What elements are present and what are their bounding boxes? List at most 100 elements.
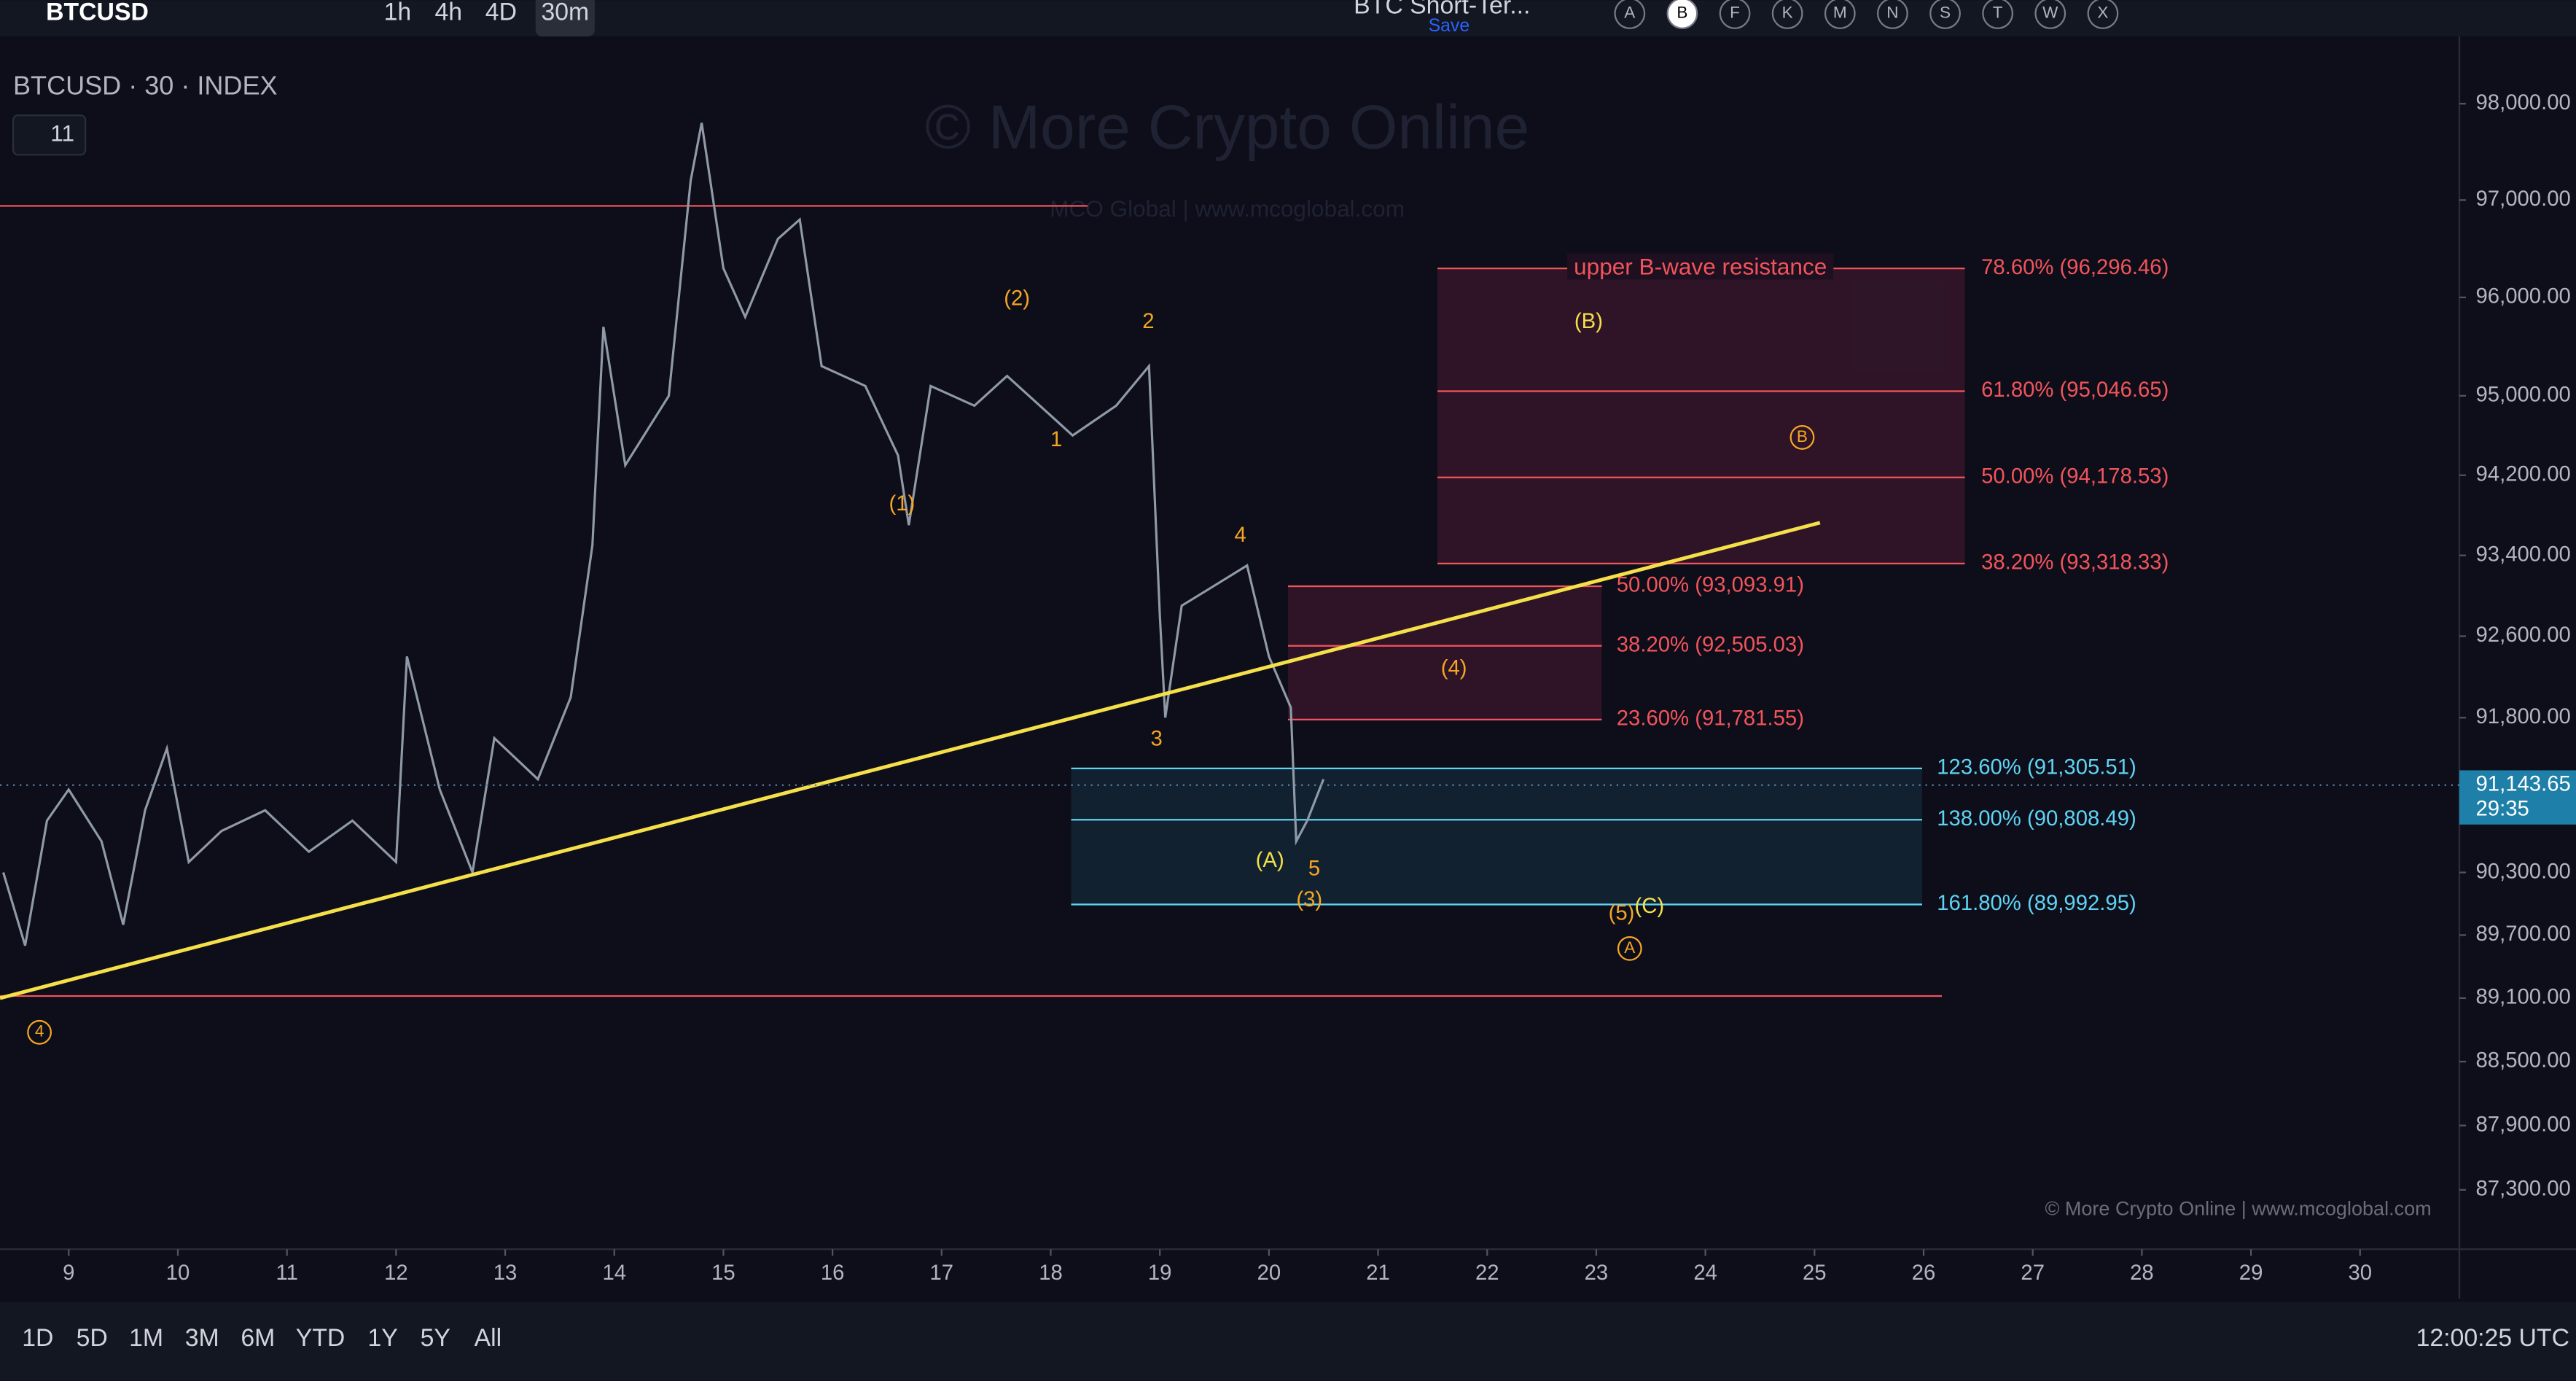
letter-badge[interactable] <box>1666 0 1698 29</box>
y-tick-label: 87,900.00 <box>2476 1112 2571 1136</box>
y-tick-label: 88,500.00 <box>2476 1049 2571 1073</box>
price-line <box>1 122 1325 946</box>
top-toolbar <box>0 0 2576 36</box>
fib-label: 50.00% (93,093.91) <box>1617 573 1804 597</box>
wave-label: 3 <box>1151 726 1163 750</box>
y-tick-label: 96,000.00 <box>2476 284 2571 308</box>
zone-title-bg <box>1567 253 1834 280</box>
range-button[interactable]: 1Y <box>367 1324 397 1352</box>
x-tick-label: 16 <box>821 1261 845 1285</box>
x-tick-label: 11 <box>276 1261 297 1285</box>
range-button[interactable]: 5Y <box>421 1324 450 1352</box>
y-tick-label: 97,000.00 <box>2476 187 2571 211</box>
symbol[interactable]: BTCUSD <box>46 0 149 26</box>
letter-label: N <box>1886 3 1898 21</box>
letter-label: F <box>1730 3 1740 21</box>
x-tick-label: 30 <box>2348 1261 2372 1285</box>
x-tick-label: 22 <box>1475 1261 1499 1285</box>
wave-label: 1 <box>1050 427 1062 451</box>
fib-label: 61.80% (95,046.65) <box>1981 378 2169 402</box>
credit: © More Crypto Online | www.mcoglobal.com <box>2045 1197 2431 1219</box>
timeframe-button[interactable]: 4D <box>485 0 517 26</box>
range-button[interactable]: All <box>475 1324 502 1352</box>
wave-label: (3) <box>1296 887 1322 911</box>
letter-badge[interactable] <box>1824 0 1856 29</box>
letter-badge[interactable] <box>1719 0 1751 29</box>
letter-badge[interactable] <box>1614 0 1646 29</box>
x-tick-label: 19 <box>1148 1261 1172 1285</box>
x-tick-label: 15 <box>711 1261 735 1285</box>
letter-label: B <box>1677 3 1687 21</box>
fib-label: 38.20% (92,505.03) <box>1617 632 1804 656</box>
x-tick-label: 27 <box>2021 1261 2045 1285</box>
timeframe-button[interactable]: 4h <box>434 0 462 26</box>
fib-label: 123.60% (91,305.51) <box>1937 755 2136 779</box>
wave-label: 5 <box>1308 856 1320 880</box>
fib-label: 138.00% (90,808.49) <box>1937 806 2136 830</box>
timeframe-button[interactable]: 1h <box>384 0 412 26</box>
chart-legend: BTCUSD · 30 · INDEX <box>13 70 278 100</box>
y-tick-label: 92,600.00 <box>2476 623 2571 647</box>
letter-badge[interactable] <box>2034 0 2066 29</box>
fib-label: 38.20% (93,318.33) <box>1981 551 2169 575</box>
letter-label: A <box>1624 3 1635 21</box>
letter-label: S <box>1940 3 1951 21</box>
indicator-toggle[interactable] <box>12 114 87 156</box>
x-tick-label: 10 <box>166 1261 190 1285</box>
x-tick-label: 17 <box>930 1261 954 1285</box>
wave-label: 4 <box>1234 523 1246 547</box>
x-tick-label: 26 <box>1912 1261 1936 1285</box>
x-tick-label: 24 <box>1693 1261 1717 1285</box>
letter-badge[interactable] <box>1877 0 1908 29</box>
wave-label: A <box>1624 938 1635 957</box>
countdown: 29:35 <box>2476 796 2529 820</box>
x-tick-label: 13 <box>493 1261 518 1285</box>
range-button[interactable]: 5D <box>77 1324 108 1352</box>
letter-label: K <box>1782 3 1793 21</box>
x-tick-label: 20 <box>1257 1261 1281 1285</box>
y-tick-label: 89,100.00 <box>2476 985 2571 1009</box>
wave-circle <box>1789 425 1815 450</box>
layout-title[interactable]: BTC Short-Ter... <box>1354 0 1530 19</box>
x-tick-label: 12 <box>384 1261 408 1285</box>
wave-label: (C) <box>1635 894 1665 918</box>
fib-label: 161.80% (89,992.95) <box>1937 891 2136 915</box>
range-button[interactable]: 1D <box>22 1324 53 1352</box>
save-button[interactable]: Save <box>1429 16 1470 36</box>
wave-label: (5) <box>1609 900 1635 925</box>
bottom-bar <box>0 1302 2576 1381</box>
x-tick-label: 25 <box>1803 1261 1827 1285</box>
wave-label: (B) <box>1574 309 1603 333</box>
timeframe-button[interactable]: 30m <box>541 0 589 26</box>
wave-label: 2 <box>1142 309 1154 333</box>
x-tick-label: 18 <box>1039 1261 1063 1285</box>
range-button[interactable]: 1M <box>129 1324 163 1352</box>
letter-label: X <box>2097 3 2108 21</box>
wave-circle <box>27 1019 52 1045</box>
x-tick-label: 14 <box>602 1261 626 1285</box>
wave-circle <box>1617 935 1642 961</box>
range-button[interactable]: 6M <box>241 1324 275 1352</box>
letter-badge[interactable] <box>1771 0 1803 29</box>
range-button[interactable]: YTD <box>296 1324 346 1352</box>
x-tick-label: 23 <box>1585 1261 1609 1285</box>
wave-label: (A) <box>1256 848 1284 872</box>
letter-badge[interactable] <box>2087 0 2119 29</box>
x-tick-label: 29 <box>2239 1261 2263 1285</box>
plot-area: © More Crypto Online MCO Global | www.mco… <box>0 70 2576 1285</box>
fib-zone-fill <box>1071 768 1922 820</box>
letter-badge[interactable] <box>1982 0 2014 29</box>
fib-zone-fill <box>1437 268 1965 392</box>
current-price-tag <box>2459 770 2576 825</box>
letter-label: W <box>2042 3 2058 21</box>
range-button[interactable]: 3M <box>185 1324 219 1352</box>
timeframe-active-bg <box>535 0 595 36</box>
fib-zone-fill <box>1071 820 1922 905</box>
y-tick-label: 90,300.00 <box>2476 859 2571 883</box>
letter-badge[interactable] <box>1929 0 1961 29</box>
letter-label: T <box>1993 3 2003 21</box>
y-tick-label: 91,800.00 <box>2476 704 2571 728</box>
wave-label: B <box>1797 427 1808 446</box>
